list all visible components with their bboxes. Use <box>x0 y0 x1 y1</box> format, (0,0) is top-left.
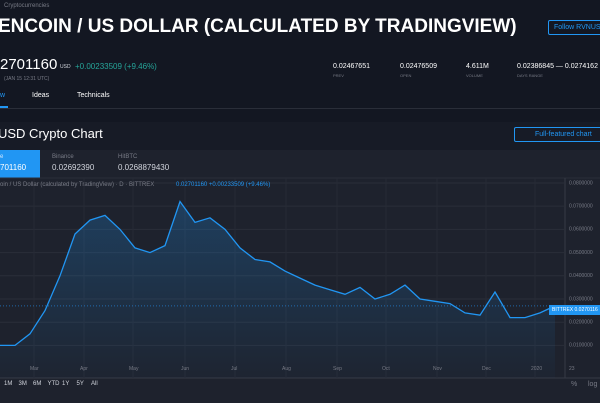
stat-value: 0.02386845 — 0.0274162 <box>517 63 598 70</box>
x-tick-label: 23 <box>569 366 575 372</box>
x-tick-label: Mar <box>30 366 39 372</box>
stat-label: PREV <box>333 73 344 78</box>
percent-toggle[interactable]: % <box>571 381 578 388</box>
tab[interactable]: w <box>0 92 6 99</box>
x-tick-label: Apr <box>80 366 88 372</box>
exchange-name[interactable]: e <box>0 154 4 160</box>
change: +0.00233509 (+9.46%) <box>75 62 157 71</box>
y-tick-label: 0.0200000 <box>569 320 593 326</box>
chart-legend-values: 0.02701160 +0.00233509 (+9.46%) <box>176 182 271 188</box>
full-chart-button[interactable]: Full-featured chart <box>514 127 600 142</box>
timeframe[interactable]: 6M <box>33 381 42 387</box>
tab-underline <box>0 106 8 108</box>
x-tick-label: Oct <box>382 366 390 372</box>
x-tick-label: Nov <box>433 366 442 372</box>
tab-border <box>0 108 600 109</box>
exchange-price[interactable]: 0.02692390 <box>52 163 95 172</box>
log-toggle[interactable]: log <box>588 381 598 388</box>
follow-button[interactable]: Follow RVNUSD <box>548 20 600 35</box>
tab[interactable]: Ideas <box>32 92 50 99</box>
price-tag: BITTREX 0.0270116 <box>549 305 600 315</box>
exchange-price[interactable]: 0.0268879430 <box>118 163 170 172</box>
price-line <box>0 200 556 347</box>
x-tick-label: Dec <box>482 366 491 372</box>
x-tick-label: Jul <box>231 366 238 372</box>
y-tick-label: 0.0300000 <box>569 296 593 302</box>
timeframe[interactable]: 1M <box>4 381 13 387</box>
y-tick-label: 0.0600000 <box>569 227 593 233</box>
y-tick-label: 0.0100000 <box>569 343 593 349</box>
chart-legend: oin / US Dollar (calculated by TradingVi… <box>0 182 155 188</box>
x-tick-label: Jun <box>181 366 190 372</box>
y-tick-label: 0.0500000 <box>569 250 593 256</box>
price: 2701160 <box>0 56 58 73</box>
x-tick-label: Aug <box>282 366 291 372</box>
exchange-name[interactable]: Binance <box>52 154 74 160</box>
y-tick-label: 0.0700000 <box>569 203 593 209</box>
stat-label: VOLUME <box>466 73 483 78</box>
area <box>0 201 555 378</box>
stat-label: DAYS RANGE <box>517 73 543 78</box>
x-tick-label: Sep <box>333 366 342 372</box>
y-tick-label: 0.0400000 <box>569 273 593 279</box>
stat-value: 0.02476509 <box>400 63 437 70</box>
exchange-name[interactable]: HitBTC <box>118 154 138 160</box>
section-bg <box>0 122 600 150</box>
timeframe[interactable]: 1Y <box>62 381 70 387</box>
active-exchange[interactable] <box>0 150 40 178</box>
x-tick-label: 2020 <box>531 366 543 372</box>
stat-value: 0.02467651 <box>333 63 370 70</box>
breadcrumb[interactable]: Cryptocurrencies <box>4 3 50 9</box>
section-title: USD Crypto Chart <box>0 126 103 141</box>
title: ENCOIN / US DOLLAR (CALCULATED BY TRADIN… <box>0 16 517 37</box>
timeframe[interactable]: 3M <box>18 381 27 387</box>
stat-label: OPEN <box>400 73 412 78</box>
price-tag-price: 0.0270116 <box>574 307 598 313</box>
timeframe[interactable]: 5Y <box>76 381 84 387</box>
price-tag-exchange: BITTREX <box>552 307 574 313</box>
y-tick-label: 0.0800000 <box>569 180 593 186</box>
tab[interactable]: Technicals <box>77 92 110 99</box>
x-tick-label: May <box>129 366 139 372</box>
stat-value: 4.611M <box>466 63 489 70</box>
timeframe[interactable]: YTD <box>47 381 60 387</box>
timestamp: (JAN 15 12:31 UTC) <box>4 76 50 82</box>
currency: USD <box>60 64 71 70</box>
timeframe[interactable]: All <box>91 381 98 387</box>
exchange-price[interactable]: 701160 <box>0 163 27 172</box>
